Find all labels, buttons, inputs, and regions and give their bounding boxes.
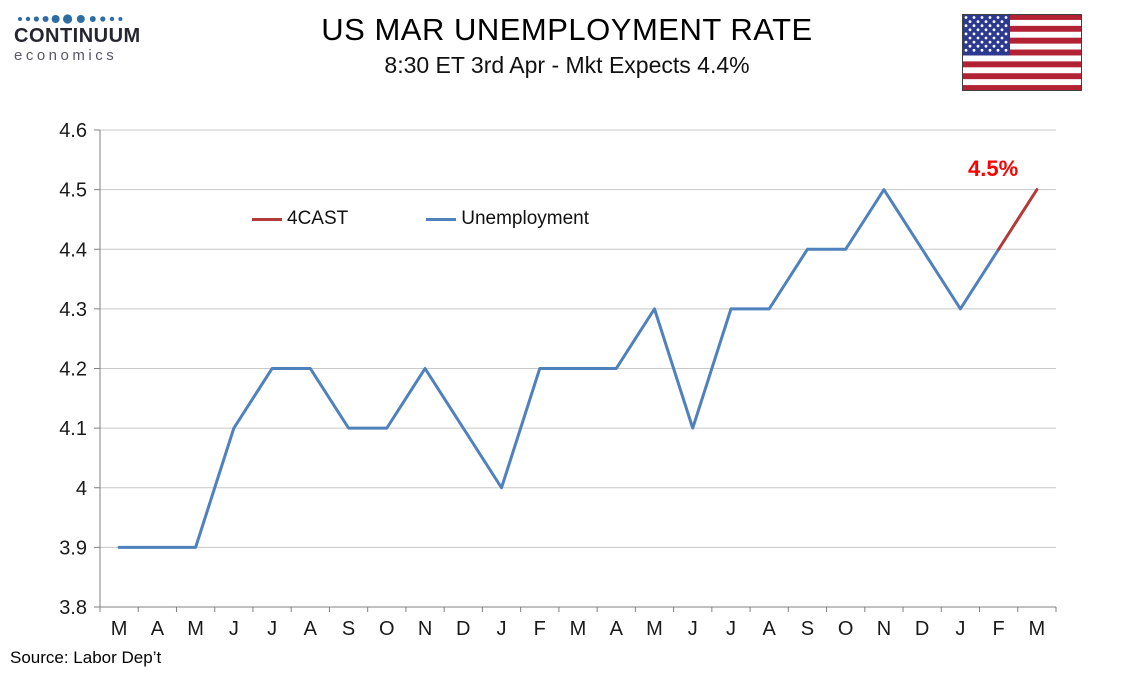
svg-text:D: D — [456, 618, 470, 640]
svg-text:4.3: 4.3 — [59, 299, 87, 321]
svg-text:4.1: 4.1 — [59, 418, 87, 440]
legend-swatch-4cast — [252, 217, 282, 221]
forecast-annotation: 4.5% — [968, 156, 1019, 181]
logo-name: CONTINUUM — [14, 25, 141, 47]
svg-text:3.8: 3.8 — [59, 597, 87, 619]
svg-text:A: A — [304, 618, 318, 640]
svg-text:F: F — [993, 618, 1005, 640]
continuum-logo: CONTINUUM economics — [14, 12, 164, 65]
svg-text:J: J — [267, 618, 277, 640]
chart-svg: 4.64.54.44.34.24.143.93.8M A M J J A S O N D J F M A M… — [59, 120, 1057, 640]
svg-text:4.5: 4.5 — [59, 180, 87, 202]
svg-text:N: N — [418, 618, 432, 640]
us-flag-icon — [962, 14, 1082, 91]
title-block: US MAR UNEMPLOYMENT RATE 8:30 ET 3rd Apr… — [0, 12, 1134, 79]
svg-text:M: M — [1029, 618, 1046, 640]
legend-item-4cast: 4CAST — [252, 208, 348, 230]
svg-text:S: S — [342, 618, 355, 640]
chart: 4.6 4.5 4.4 4.3 4.2 4.1 4 3.9 3.8 M A M J J A S O N D J F M A M… — [0, 112, 1134, 657]
logo-dots-icon — [18, 14, 123, 24]
svg-text:O: O — [379, 618, 395, 640]
legend-swatch-unemployment — [426, 217, 457, 221]
svg-text:3.9: 3.9 — [59, 537, 87, 559]
header: CONTINUUM economics US MAR UNEMPLOYMENT … — [0, 0, 1134, 112]
svg-text:S: S — [801, 618, 814, 640]
svg-text:D: D — [915, 618, 929, 640]
svg-text:4.4: 4.4 — [59, 239, 87, 261]
legend-label-4cast: 4CAST — [287, 208, 349, 229]
svg-text:M: M — [187, 618, 204, 640]
svg-text:A: A — [610, 618, 624, 640]
svg-text:J: J — [726, 618, 736, 640]
svg-text:N: N — [877, 618, 891, 640]
svg-text:O: O — [838, 618, 854, 640]
page-title: US MAR UNEMPLOYMENT RATE — [321, 12, 813, 47]
svg-text:J: J — [497, 618, 507, 640]
source-note: Source: Labor Dep’t — [10, 648, 162, 667]
svg-text:4.2: 4.2 — [59, 359, 87, 381]
svg-text:J: J — [688, 618, 698, 640]
legend-item-unemployment: Unemployment — [426, 208, 589, 230]
svg-text:4.6: 4.6 — [59, 120, 87, 142]
svg-text:M: M — [111, 618, 128, 640]
svg-text:J: J — [229, 618, 239, 640]
svg-text:A: A — [763, 618, 777, 640]
page-subtitle: 8:30 ET 3rd Apr - Mkt Expects 4.4% — [384, 52, 750, 78]
svg-text:4: 4 — [76, 478, 87, 500]
chart-legend: 4CAST Unemployment — [252, 208, 589, 230]
svg-text:J: J — [955, 618, 965, 640]
svg-text:M: M — [646, 618, 663, 640]
logo-tagline: economics — [14, 47, 118, 64]
svg-text:M: M — [570, 618, 587, 640]
svg-text:F: F — [534, 618, 546, 640]
svg-text:A: A — [151, 618, 165, 640]
legend-label-unemployment: Unemployment — [461, 208, 590, 229]
